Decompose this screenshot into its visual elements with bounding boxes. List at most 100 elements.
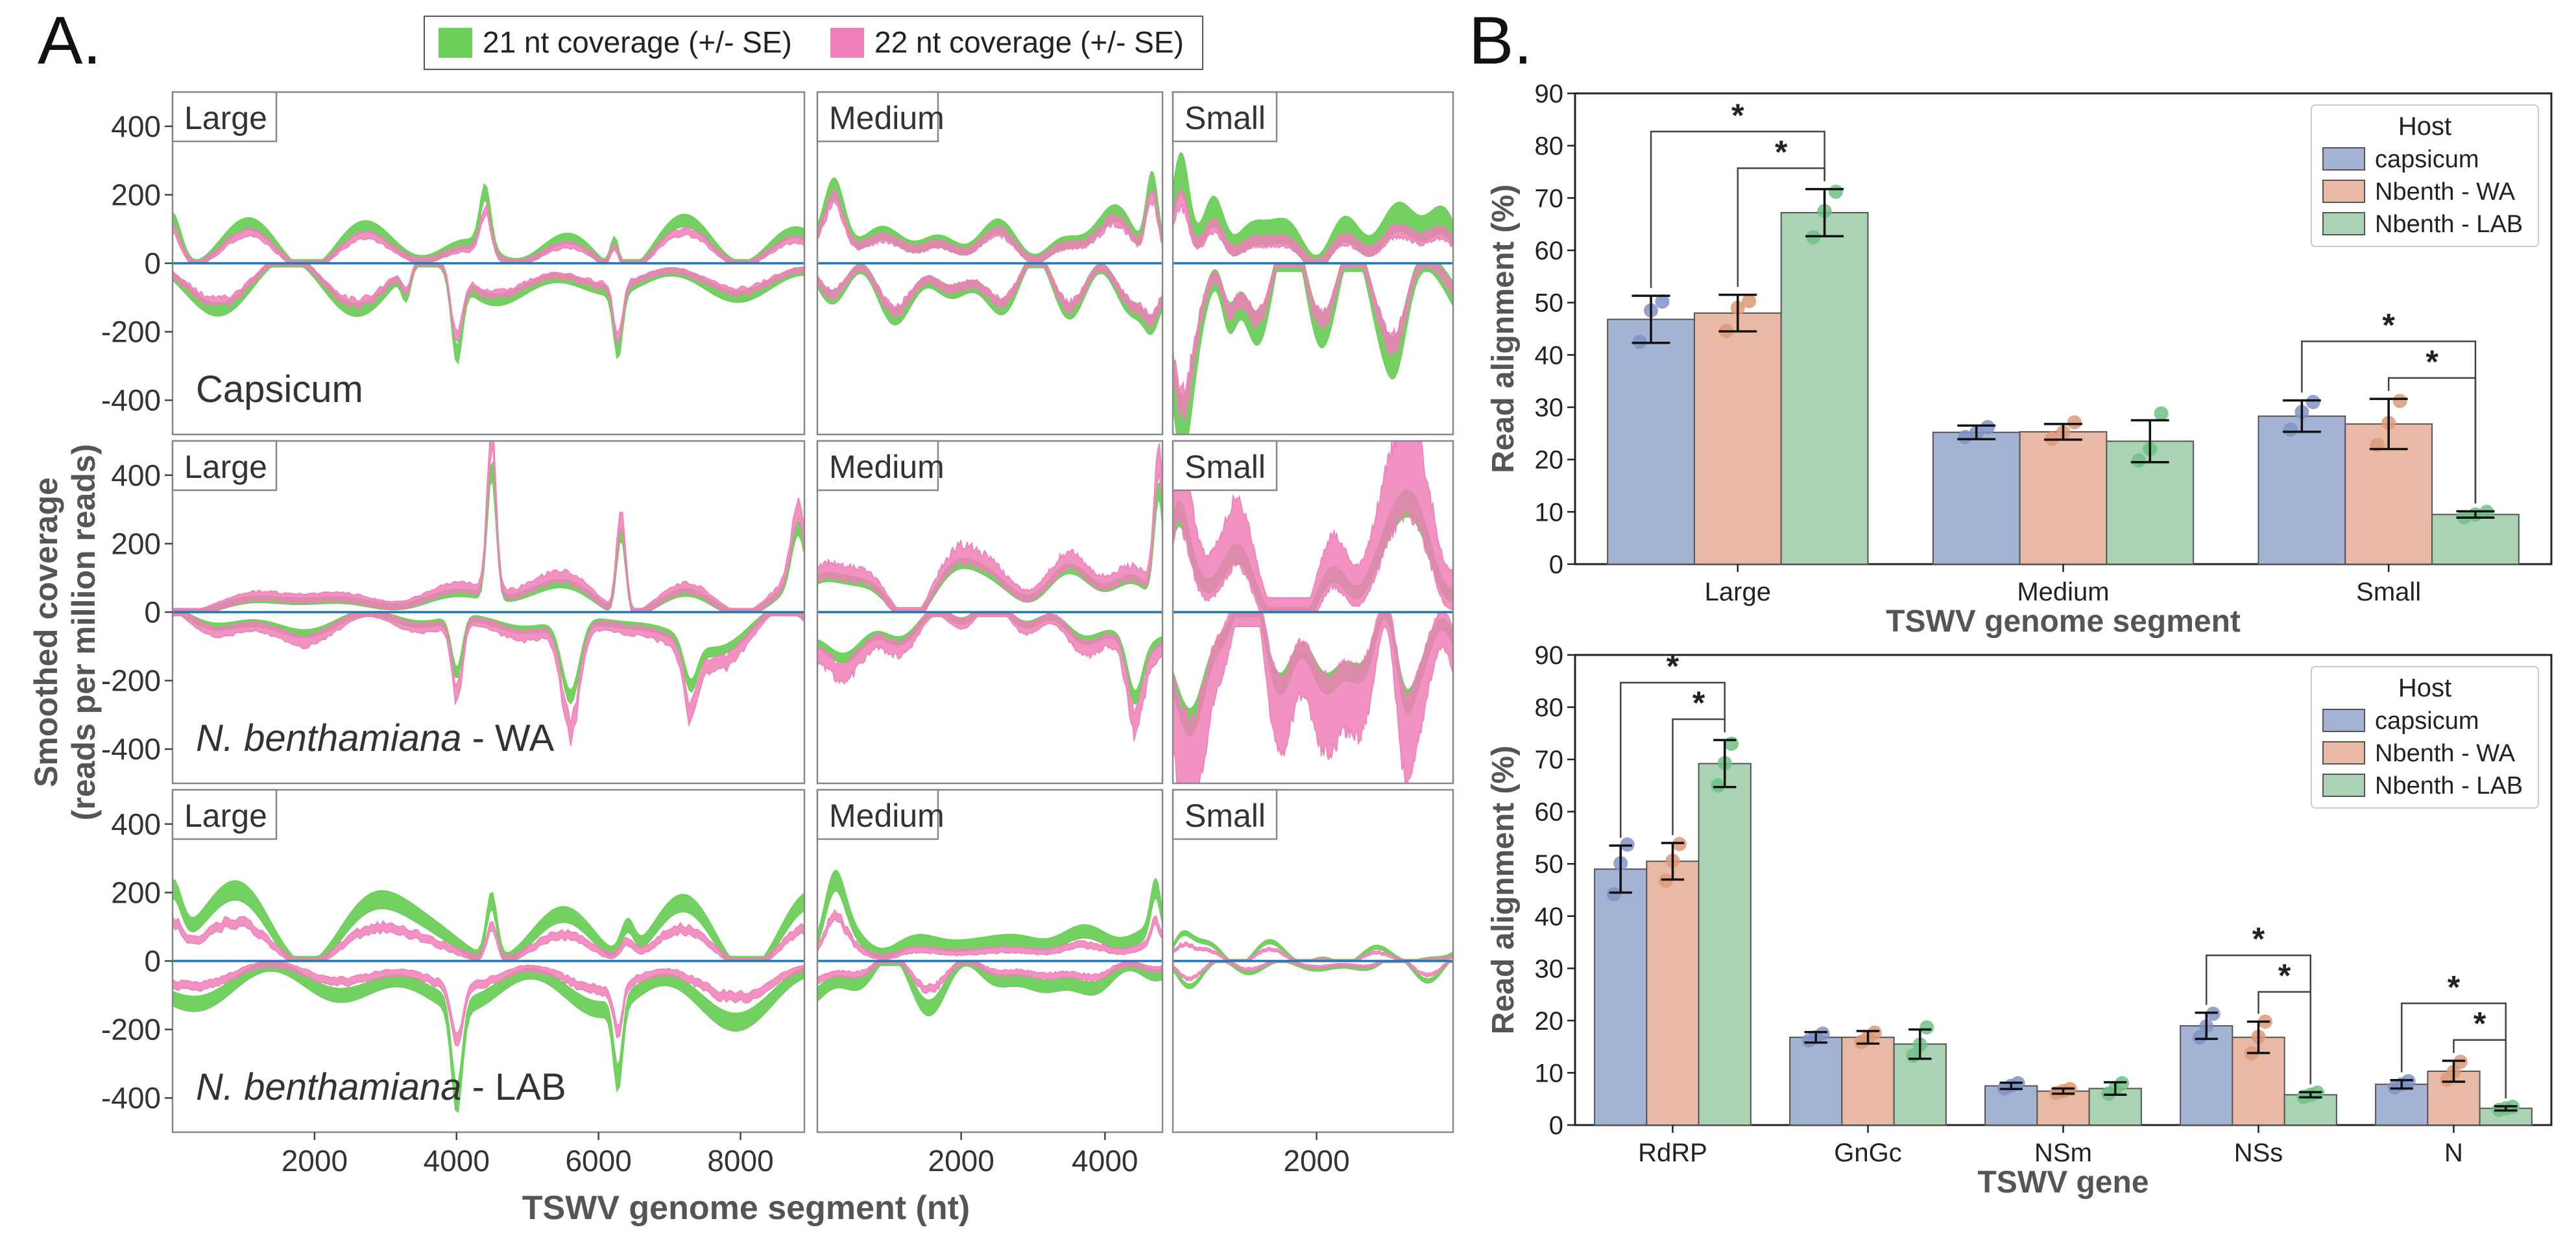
error-bar (1908, 1028, 1932, 1060)
band-22nt-antisense (817, 263, 1162, 329)
y-tick-label: -400 (101, 1081, 161, 1115)
error-bar (2494, 1105, 2518, 1112)
x-tick-label: Small (2356, 578, 2421, 606)
band-22nt-antisense (1173, 263, 1453, 422)
subplot-frame (816, 440, 1164, 785)
y-axis-label: Read alignment (%) (1486, 184, 1521, 473)
significance-bracket (2301, 340, 2477, 504)
error-bar (1957, 424, 1996, 440)
significance-star: * (1731, 97, 1744, 134)
legend-swatch (2322, 741, 2365, 765)
significance-star: * (1775, 134, 1788, 170)
band-22nt-sense (173, 916, 804, 962)
significance-bracket (2205, 954, 2312, 1085)
band-21nt-sense (1173, 930, 1453, 962)
legend-swatch (2322, 212, 2365, 235)
y-tick-label: 20 (1535, 1007, 1564, 1036)
legend-label: Nbenth - LAB (2375, 211, 2523, 238)
error-bar (2195, 1012, 2218, 1040)
subplot-frame (816, 789, 1164, 1133)
data-point (1724, 736, 1739, 751)
band-22nt-antisense (173, 960, 804, 1047)
data-point (1920, 1020, 1934, 1035)
error-bar (1805, 187, 1844, 237)
host-legend: Host capsicum Nbenth - WA Nbenth - LAB (2311, 104, 2539, 247)
y-tick-label: 200 (111, 178, 161, 211)
bar-capsicum-gngc (1789, 1036, 1843, 1126)
y-tick-label: -200 (101, 664, 161, 698)
subplot-frame (1172, 789, 1454, 1133)
segment-label-box (171, 91, 278, 143)
coverage-subplot-small-2: Small (1172, 440, 1454, 785)
subplot-frame (1172, 91, 1454, 436)
x-tick-label: 8000 (707, 1144, 773, 1178)
x-axis-label: TSWV gene (1977, 1165, 2149, 1200)
subplot-frame (816, 91, 1164, 436)
y-tick-label: 400 (111, 110, 161, 143)
x-tick-label: NSs (2234, 1139, 2283, 1167)
data-point (1606, 886, 1621, 901)
segment-label: Medium (829, 100, 945, 136)
y-tick-label: -200 (101, 315, 161, 349)
data-point (1958, 429, 1973, 444)
bar-nbenth-lab-large (1780, 211, 1869, 565)
y-tick-label: 80 (1535, 694, 1564, 722)
band-22nt-sense (817, 908, 1162, 960)
legend-swatch (2322, 709, 2365, 732)
data-point (1980, 420, 1995, 434)
y-tick-label: 0 (144, 944, 161, 978)
y-tick-label: 90 (1535, 80, 1564, 108)
bar-capsicum-large (1607, 318, 1695, 565)
y-tick-label: 50 (1535, 289, 1564, 318)
legend-label: Nbenth - LAB (2375, 772, 2523, 800)
y-tick-label: 10 (1535, 498, 1564, 527)
y-tick-label: -200 (101, 1013, 161, 1047)
y-tick-label: 40 (1535, 341, 1564, 370)
coverage-subplot-medium-1: Medium (816, 91, 1164, 436)
coverage-subplot-small-1: Small (1172, 91, 1454, 436)
coverage-subplot-large-1: Large 400 200 0 -200 -400 Capsicum (101, 91, 806, 436)
data-point (2067, 415, 2082, 430)
error-bar (2299, 1091, 2322, 1099)
y-tick-label: 60 (1535, 237, 1564, 265)
data-point (2131, 453, 2146, 468)
y-tick-label: 0 (144, 246, 161, 280)
x-tick-label: 2000 (282, 1144, 348, 1178)
segment-label: Large (184, 100, 267, 136)
bar-nbenth-wa-gngc (1841, 1036, 1895, 1126)
band-22nt-sense (1173, 940, 1453, 962)
legend-title: Host (2398, 112, 2451, 141)
segment-label-box (1172, 91, 1278, 143)
segment-label: Large (184, 449, 267, 485)
subplot-frame (1172, 440, 1454, 785)
significance-star: * (2474, 1006, 2486, 1042)
y-tick-label: 200 (111, 527, 161, 560)
error-bar (1713, 739, 1737, 789)
y-tick-label: 40 (1535, 903, 1564, 931)
host-label: Capsicum (196, 368, 363, 410)
data-point (1815, 1026, 1830, 1041)
legend-swatch-22nt (830, 28, 864, 58)
x-tick-label: 6000 (565, 1144, 631, 1178)
segment-label-box (171, 789, 278, 840)
host-label: N. benthamiana - LAB (196, 1066, 566, 1108)
y-tick-label: 400 (111, 807, 161, 841)
error-bar (2246, 1020, 2270, 1054)
legend-label-22nt: 22 nt coverage (+/- SE) (874, 25, 1184, 59)
x-tick-label: N (2444, 1139, 2463, 1167)
bar-nbenth-lab-small (2431, 514, 2520, 565)
error-bar (2130, 419, 2169, 464)
legend-label: capsicum (2375, 707, 2479, 735)
error-bar (2044, 423, 2082, 441)
band-22nt-sense (817, 443, 1162, 613)
y-tick-label: 0 (144, 595, 161, 629)
band-22nt-antisense (1173, 960, 1453, 982)
data-point (1829, 184, 1844, 199)
x-tick-label: NSm (2034, 1139, 2092, 1167)
error-bar (1999, 1082, 2023, 1091)
significance-bracket (1650, 130, 1825, 289)
significance-star: * (2382, 307, 2395, 343)
host-legend: Host capsicum Nbenth - WA Nbenth - LAB (2311, 666, 2539, 809)
data-point (1867, 1025, 1882, 1040)
